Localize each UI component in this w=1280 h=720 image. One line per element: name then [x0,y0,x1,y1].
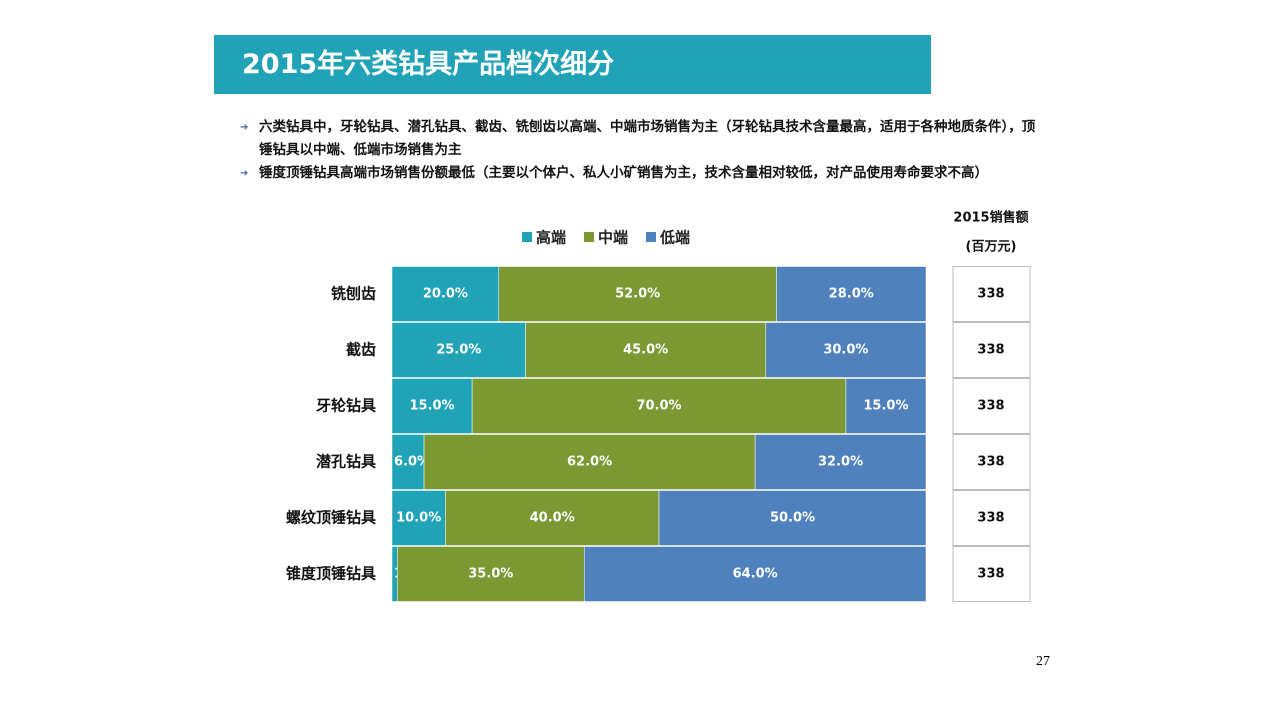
bar-segment [525,322,767,378]
data-label: 64.0% [733,567,778,582]
legend-swatch [584,232,594,242]
table-cell [952,322,1031,378]
data-label: 40.0% [530,511,575,526]
bar-segment [391,434,425,490]
data-label: 10.0% [396,511,441,526]
table-value: 338 [977,455,1004,470]
y-tick-label: 牙轮钻具 [316,397,376,415]
table-value: 338 [977,399,1004,414]
bar-segment [397,546,585,602]
legend-swatch [522,232,532,242]
data-label: 6.0% [394,455,430,470]
bar-segment [445,490,660,546]
data-label: 70.0% [636,399,681,414]
y-tick-label: 铣刨齿 [331,285,376,303]
data-label: 15.0% [863,399,908,414]
bullet: 锤度顶锤钻具高端市场销售份额最低（主要以个体户、私人小矿销售为主，技术含量相对较… [240,162,1040,185]
bar-segment [776,266,927,322]
y-tick-label: 锥度顶锤钻具 [286,565,376,583]
bar-segment [754,434,927,490]
bar-segment [391,378,473,434]
table-value: 338 [977,287,1004,302]
data-label: 15.0% [409,399,454,414]
table-cell [952,490,1031,546]
y-tick-label: 螺纹顶锤钻具 [286,509,376,527]
data-label: 28.0% [829,287,874,302]
table-cell [952,434,1031,490]
data-label: 25.0% [436,343,481,358]
table-value: 338 [977,511,1004,526]
bar-segment [391,266,500,322]
bar-segment [498,266,777,322]
bar-segment [471,378,847,434]
title-banner: 2015年六类钻具产品档次细分 [214,35,931,94]
table-header: 2015销售额 [953,210,1028,226]
table-header: (百万元) [966,240,1017,255]
bar-segment [391,490,446,546]
bullet-list: 六类钻具中，牙轮钻具、潜孔钻具、截齿、铣刨齿以高端、中端市场销售为主（牙轮钻具技… [240,116,1040,185]
data-label: 50.0% [770,511,815,526]
data-label: 20.0% [423,287,468,302]
table-cell [952,546,1031,602]
legend-swatch [646,232,656,242]
data-label: 32.0% [818,455,863,470]
bullet: 六类钻具中，牙轮钻具、潜孔钻具、截齿、铣刨齿以高端、中端市场销售为主（牙轮钻具技… [240,116,1040,162]
bar-segment [391,322,526,378]
bar-segment [845,378,927,434]
bar-segment [583,546,927,602]
bar-segment [765,322,927,378]
bar-segment [658,490,927,546]
table-cell [952,378,1031,434]
data-label: 52.0% [615,287,660,302]
page-number: 27 [1036,654,1050,669]
data-label: 62.0% [567,455,612,470]
legend-label: 中端 [598,229,628,247]
table-cell [952,266,1031,322]
slide-title: 2015年六类钻具产品档次细分 [242,49,615,80]
data-label: 30.0% [823,343,868,358]
data-label: 35.0% [468,567,513,582]
table-value: 338 [977,567,1004,582]
y-tick-label: 潜孔钻具 [316,453,376,471]
data-label: 45.0% [623,343,668,358]
table-value: 338 [977,343,1004,358]
legend-label: 低端 [659,229,690,247]
legend-label: 高端 [536,229,566,247]
y-tick-label: 截齿 [346,341,376,359]
